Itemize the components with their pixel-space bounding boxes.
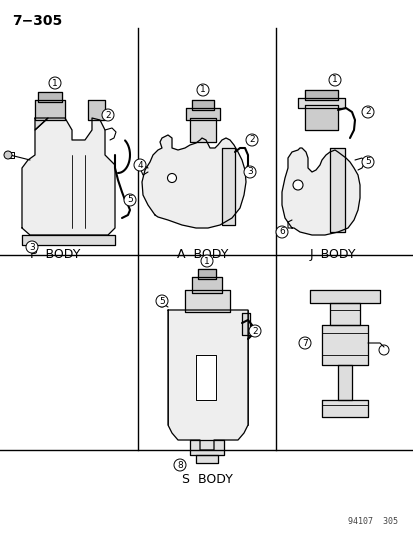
Text: S  BODY: S BODY bbox=[181, 473, 232, 486]
Polygon shape bbox=[190, 440, 223, 455]
Text: A  BODY: A BODY bbox=[177, 248, 228, 261]
Polygon shape bbox=[321, 325, 367, 365]
Text: 1: 1 bbox=[331, 76, 337, 85]
Text: 6: 6 bbox=[278, 228, 284, 237]
Polygon shape bbox=[337, 365, 351, 400]
Text: 5: 5 bbox=[159, 296, 164, 305]
Polygon shape bbox=[309, 290, 379, 303]
Text: 5: 5 bbox=[127, 196, 133, 205]
Text: 3: 3 bbox=[247, 167, 252, 176]
Circle shape bbox=[134, 159, 146, 171]
Polygon shape bbox=[321, 400, 367, 417]
Polygon shape bbox=[192, 277, 221, 293]
Polygon shape bbox=[221, 148, 235, 225]
Text: 7: 7 bbox=[301, 338, 307, 348]
Text: 7−305: 7−305 bbox=[12, 14, 62, 28]
Polygon shape bbox=[195, 455, 218, 463]
Circle shape bbox=[124, 194, 136, 206]
Polygon shape bbox=[22, 118, 115, 235]
Text: P  BODY: P BODY bbox=[30, 248, 80, 261]
Text: 4: 4 bbox=[137, 160, 142, 169]
Polygon shape bbox=[192, 100, 214, 110]
Circle shape bbox=[201, 255, 212, 267]
Polygon shape bbox=[197, 269, 216, 279]
Circle shape bbox=[102, 109, 114, 121]
Polygon shape bbox=[38, 92, 62, 102]
Polygon shape bbox=[242, 313, 249, 335]
Circle shape bbox=[173, 459, 185, 471]
Circle shape bbox=[275, 226, 287, 238]
Text: 1: 1 bbox=[52, 78, 58, 87]
Circle shape bbox=[197, 84, 209, 96]
Circle shape bbox=[361, 106, 373, 118]
Text: 2: 2 bbox=[364, 108, 370, 117]
Polygon shape bbox=[329, 303, 359, 325]
Polygon shape bbox=[185, 108, 219, 120]
Polygon shape bbox=[185, 290, 230, 312]
Polygon shape bbox=[281, 148, 359, 235]
Circle shape bbox=[4, 151, 12, 159]
Text: 2: 2 bbox=[252, 327, 257, 335]
Circle shape bbox=[328, 74, 340, 86]
Circle shape bbox=[156, 295, 168, 307]
Circle shape bbox=[158, 299, 166, 307]
Circle shape bbox=[248, 325, 260, 337]
Polygon shape bbox=[35, 100, 65, 120]
Text: J  BODY: J BODY bbox=[309, 248, 356, 261]
Polygon shape bbox=[142, 135, 245, 228]
Circle shape bbox=[292, 180, 302, 190]
Polygon shape bbox=[88, 100, 105, 120]
Circle shape bbox=[298, 337, 310, 349]
Polygon shape bbox=[297, 98, 344, 108]
Text: 94107  305: 94107 305 bbox=[347, 517, 397, 526]
Circle shape bbox=[245, 134, 257, 146]
Text: 3: 3 bbox=[29, 243, 35, 252]
Circle shape bbox=[243, 166, 255, 178]
Text: 5: 5 bbox=[364, 157, 370, 166]
Text: 2: 2 bbox=[249, 135, 254, 144]
Circle shape bbox=[361, 156, 373, 168]
Polygon shape bbox=[190, 118, 216, 142]
Polygon shape bbox=[35, 118, 48, 130]
Polygon shape bbox=[195, 355, 216, 400]
Circle shape bbox=[167, 174, 176, 182]
Text: 1: 1 bbox=[204, 256, 209, 265]
Polygon shape bbox=[304, 105, 337, 130]
Circle shape bbox=[49, 77, 61, 89]
Circle shape bbox=[26, 241, 38, 253]
Text: 1: 1 bbox=[199, 85, 205, 94]
Text: 8: 8 bbox=[177, 461, 183, 470]
Polygon shape bbox=[168, 310, 247, 450]
Polygon shape bbox=[329, 148, 344, 232]
Polygon shape bbox=[22, 235, 115, 245]
Polygon shape bbox=[304, 90, 337, 100]
Text: 2: 2 bbox=[105, 110, 111, 119]
